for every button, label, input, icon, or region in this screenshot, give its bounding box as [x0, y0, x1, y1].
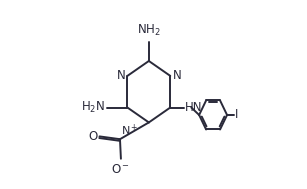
Text: O: O [88, 130, 97, 143]
Text: H$_2$N: H$_2$N [81, 100, 106, 115]
Text: N$^+$: N$^+$ [121, 123, 138, 138]
Text: N: N [116, 69, 125, 82]
Text: HN: HN [185, 101, 202, 114]
Text: N: N [173, 69, 181, 82]
Text: I: I [235, 108, 239, 122]
Text: NH$_2$: NH$_2$ [137, 23, 161, 38]
Text: O$^-$: O$^-$ [111, 163, 130, 176]
